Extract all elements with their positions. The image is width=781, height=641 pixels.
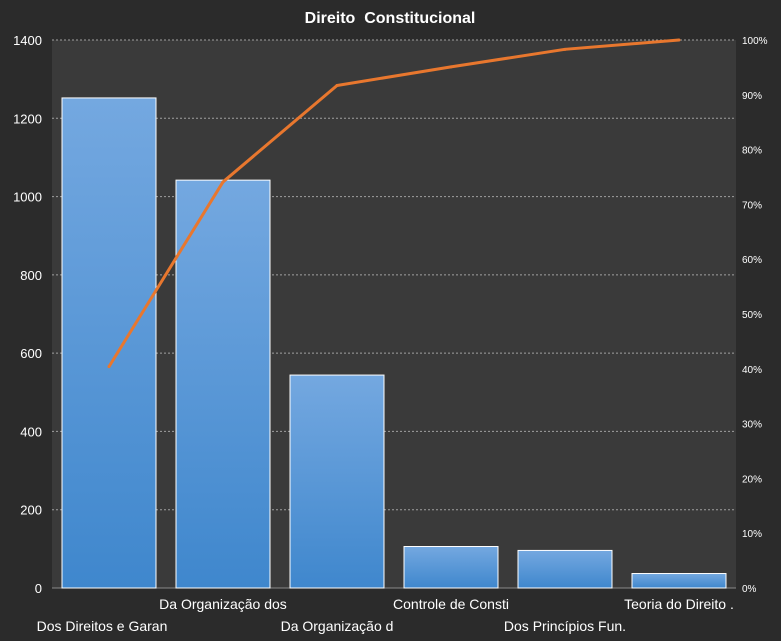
y2-axis-labels: 0% 10% 20% 30% 40% 50% 60% 70% 80% 90% 100% — [742, 36, 768, 595]
bar — [289, 374, 385, 589]
y-tick-label: 1200 — [13, 111, 42, 126]
x-tick-label: Controle de Consti — [393, 596, 509, 612]
cumulative-line — [107, 38, 681, 369]
x-tick-label: Da Organização dos — [159, 596, 287, 612]
y-tick-label: 1000 — [13, 190, 42, 205]
y-tick-label: 400 — [20, 424, 42, 439]
x-axis-labels: Dos Direitos e Garan Da Organização dos Da… — [37, 596, 734, 634]
x-tick-label: Teoria do Direito . — [624, 596, 734, 612]
y-tick-label: 1400 — [13, 33, 42, 48]
y-tick-label: 200 — [20, 503, 42, 518]
cumulative-percent-line — [107, 38, 680, 368]
y2-tick-label: 60% — [742, 255, 762, 266]
chart-title: Direito Constitucional — [305, 10, 476, 27]
y2-tick-label: 10% — [742, 529, 762, 540]
y-axis-labels: 0 200 400 600 800 1000 1200 1400 — [13, 33, 42, 596]
y-tick-label: 600 — [20, 346, 42, 361]
line-point — [335, 83, 339, 87]
y2-tick-label: 70% — [742, 200, 762, 211]
y2-tick-label: 80% — [742, 146, 762, 157]
bar — [403, 546, 499, 589]
y2-tick-label: 100% — [742, 36, 768, 47]
y2-tick-label: 30% — [742, 420, 762, 431]
bar — [175, 179, 271, 589]
line-point — [221, 180, 225, 184]
line-point — [563, 47, 567, 51]
x-tick-label: Dos Direitos e Garan — [37, 618, 168, 634]
y2-tick-label: 20% — [742, 474, 762, 485]
bars — [61, 97, 727, 589]
x-tick-label: Dos Princípios Fun. — [504, 618, 626, 634]
bar — [61, 97, 157, 589]
line-point — [677, 38, 681, 42]
bar — [517, 549, 613, 589]
y-tick-label: 0 — [35, 581, 42, 596]
line-point — [449, 65, 453, 69]
y2-tick-label: 0% — [742, 584, 757, 595]
bar — [631, 573, 727, 589]
y-tick-label: 800 — [20, 268, 42, 283]
line-point — [107, 365, 111, 369]
y2-tick-label: 90% — [742, 91, 762, 102]
x-tick-label: Da Organização d — [281, 618, 394, 634]
y2-tick-label: 50% — [742, 310, 762, 321]
plot-area — [52, 40, 736, 588]
y2-tick-label: 40% — [742, 365, 762, 376]
